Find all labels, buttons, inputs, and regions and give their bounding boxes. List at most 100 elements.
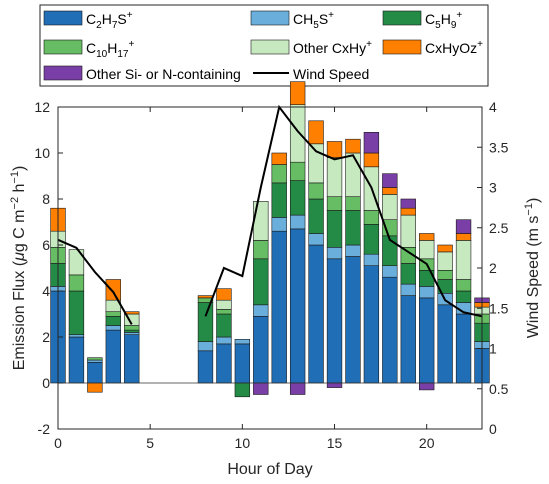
bar-segment [253, 258, 269, 306]
bar-segment [105, 279, 121, 301]
bar-segment [197, 295, 214, 299]
bar-segment [400, 214, 416, 248]
bar-segment-negative [234, 382, 251, 398]
legend-label: C10H17+ [86, 39, 135, 60]
x-tick-label: 10 [235, 435, 251, 451]
bar-segment [105, 311, 121, 317]
bar-segment [216, 313, 232, 338]
bar-segment [124, 334, 140, 384]
y-tick-label-right: 1 [489, 341, 497, 357]
x-tick-label: 15 [327, 435, 343, 451]
bar-segment [197, 350, 214, 384]
bar-segment [455, 279, 472, 292]
bar-segment [68, 336, 85, 384]
bar-segment [289, 161, 306, 181]
bar-segment [271, 152, 287, 165]
bar-segment [382, 276, 398, 384]
legend-label: Wind Speed [293, 66, 369, 82]
bar-segment [197, 341, 214, 352]
bar-segment [400, 207, 416, 216]
legend-swatch [43, 10, 83, 26]
y-tick-label-left: -2 [38, 421, 51, 437]
bar-segment-negative [419, 382, 435, 391]
legend-swatch [43, 39, 83, 55]
y-tick-label-right: 2.5 [489, 220, 509, 236]
x-tick-label: 5 [146, 435, 154, 451]
bar-segment [419, 240, 435, 260]
wind-speed-line-group [57, 104, 483, 325]
bar-segment [253, 240, 269, 260]
bar-segment [271, 164, 287, 184]
bar-segment [87, 359, 103, 363]
legend-label: C2H7S+ [86, 10, 133, 31]
bar-segment [234, 338, 251, 345]
y-tick-label-right: 1.5 [489, 300, 509, 316]
bar-segment [363, 152, 380, 168]
bar-segment [216, 309, 232, 315]
bar-segment [216, 299, 232, 310]
bar-segment [455, 219, 472, 234]
y-tick-label-left: 0 [42, 375, 50, 391]
bar-segment [419, 286, 435, 299]
y-axis-title-left: Emission Flux (μg C m−2 h−1) [9, 166, 28, 371]
bar-segment [271, 217, 287, 232]
y-tick-label-left: 8 [42, 191, 50, 207]
bar-segment [326, 157, 343, 198]
y-tick-label-right: 0.5 [489, 381, 509, 397]
bar-segment [68, 249, 85, 276]
bar-segment [271, 182, 287, 218]
bar-segment [400, 295, 416, 384]
bar-segment [363, 210, 380, 225]
bar-segment [437, 304, 453, 384]
y-tick-label-right: 3 [489, 180, 497, 196]
y-tick-label-left: 2 [42, 329, 50, 345]
bar-segment [437, 269, 453, 280]
y-tick-label-right: 4 [489, 99, 497, 115]
bar-segment [345, 152, 361, 198]
bar-segment [87, 361, 103, 384]
bar-segment [363, 265, 380, 384]
bar-segment [289, 214, 306, 230]
wind-speed-line [57, 238, 133, 325]
y-tick-label-right: 2 [489, 260, 497, 276]
bar-segment [455, 290, 472, 303]
bar-segment [382, 265, 398, 278]
y-tick-label-left: 10 [34, 145, 50, 161]
bar-segment [124, 329, 140, 333]
bar-segment [68, 290, 85, 336]
bar-segment [216, 343, 232, 384]
legend-swatch [382, 10, 422, 26]
bar-segment [345, 138, 361, 154]
bar-segment [308, 182, 324, 200]
bar-segment [326, 196, 343, 211]
bar-segment [455, 240, 472, 280]
bar-segment [253, 304, 269, 317]
bar-segment [308, 244, 324, 384]
bar-segment [105, 329, 121, 384]
legend-swatch [382, 39, 422, 55]
bar-segment [289, 180, 306, 216]
bar-segment [289, 81, 306, 105]
bar-segment [289, 104, 306, 163]
bar-segment [308, 198, 324, 234]
bar-segment [105, 315, 121, 326]
x-axis-title: Hour of Day [227, 461, 312, 478]
bar-segment-negative [87, 382, 103, 393]
bar-segment [363, 224, 380, 255]
axes-frame [58, 107, 482, 429]
y-tick-label-left: 12 [34, 99, 50, 115]
bar-segment [363, 132, 380, 154]
bar-segment [437, 251, 453, 271]
bar-segment [345, 256, 361, 384]
bar-segment [308, 233, 324, 246]
legend-swatch [250, 39, 290, 55]
legend-label: C5H9+ [425, 10, 462, 31]
bar-segment [216, 288, 232, 301]
legend: C2H7S+ CH5S+ C5H9+ C10H17+ Other CxHy+ CxHyOz… [39, 4, 489, 87]
legend-swatch [43, 65, 83, 81]
bar-segment [253, 315, 269, 384]
bar-segment [345, 210, 361, 246]
bar-segment [124, 332, 140, 335]
